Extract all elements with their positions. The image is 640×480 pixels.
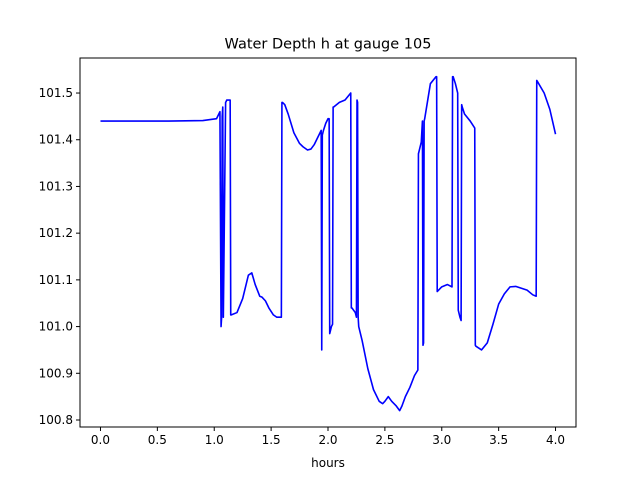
x-tick-label: 0.0	[91, 433, 110, 447]
x-tick-label: 0.5	[148, 433, 167, 447]
x-tick-label: 3.0	[432, 433, 451, 447]
y-tick-label: 101.3	[39, 179, 73, 193]
y-tick-label: 100.9	[39, 366, 73, 380]
plot-area: 0.0 0.5 1.0 1.5 2.0 2.5 3.0 3.5 4.0 100.8 100.9 101…	[39, 57, 577, 447]
y-tick-label: 101.1	[39, 273, 73, 287]
y-tick-label: 100.8	[39, 413, 73, 427]
x-tick-label: 2.5	[375, 433, 394, 447]
x-tick-label: 2.0	[318, 433, 337, 447]
x-tick-label: 1.0	[205, 433, 224, 447]
chart-title: Water Depth h at gauge 105	[225, 37, 432, 53]
y-tick-label: 101.5	[39, 86, 73, 100]
x-tick-label: 3.5	[489, 433, 508, 447]
y-tick-label: 101.2	[39, 226, 73, 240]
x-tick-label: 1.5	[262, 433, 281, 447]
series-line-0	[100, 75, 557, 412]
x-tick-label: 4.0	[546, 433, 565, 447]
x-axis-title: hours	[311, 456, 345, 470]
y-tick-label: 101.4	[39, 133, 73, 147]
y-tick-label: 101.0	[39, 320, 73, 334]
